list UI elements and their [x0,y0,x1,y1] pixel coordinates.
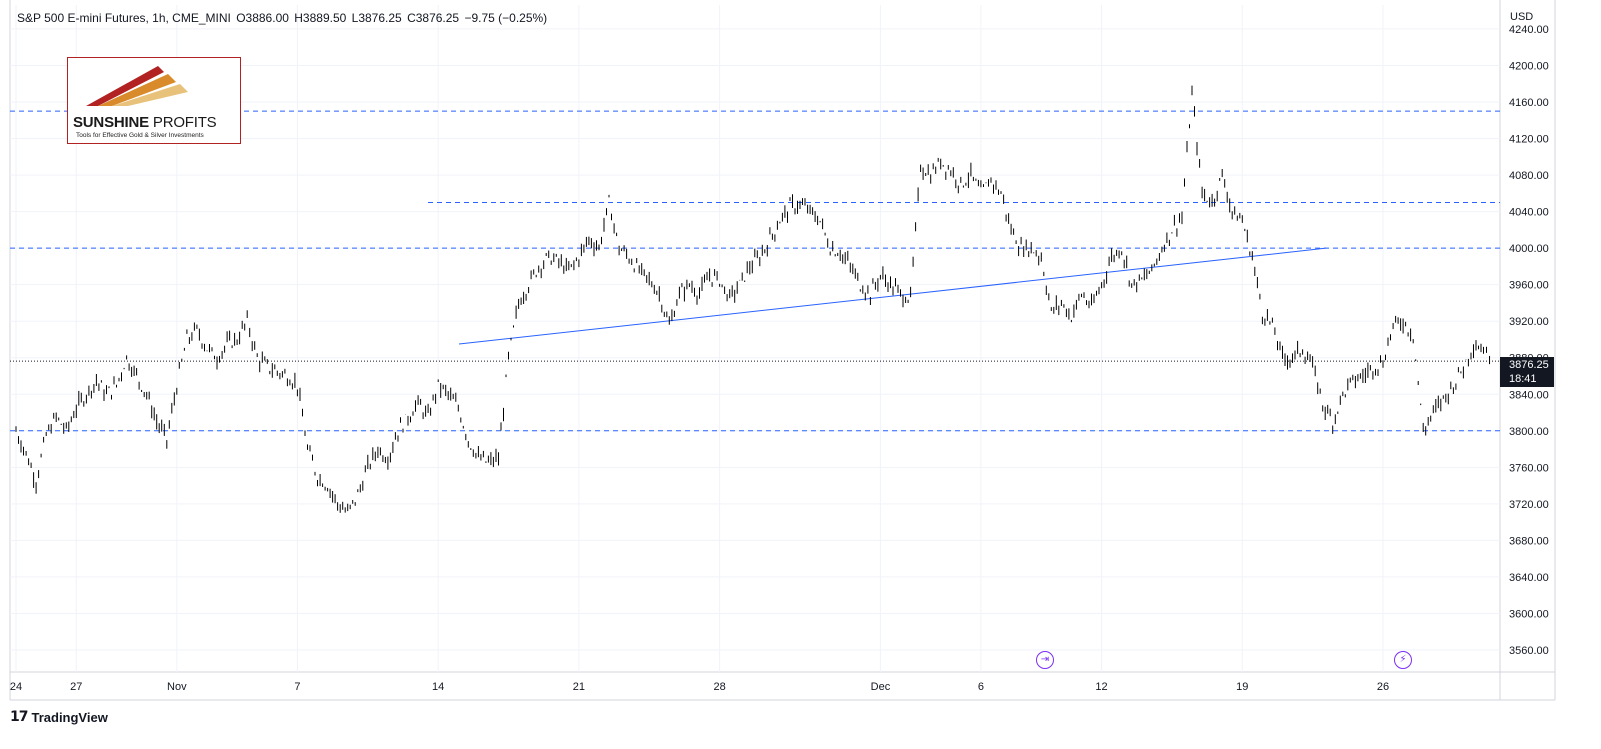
last-price-badge: 3876.25 18:41 [1500,357,1554,387]
price-tick-label: 3560.00 [1509,645,1549,657]
close-value: C3876.25 [407,11,460,25]
symbol-title[interactable]: S&P 500 E-mini Futures, 1h, CME_MINI [17,11,231,25]
price-tick-label: 4240.00 [1509,24,1549,36]
low-value: L3876.25 [351,11,402,25]
price-tick-label: 3760.00 [1509,462,1549,474]
currency-label[interactable]: USD [1510,11,1534,23]
price-tick-label: 3680.00 [1509,535,1549,547]
last-price-value: 3876.25 [1509,359,1549,371]
flash-event-icon[interactable]: ⚡ [1394,651,1412,669]
high-value: H3889.50 [294,11,347,25]
price-tick-label: 3920.00 [1509,316,1549,328]
price-tick-label: 3720.00 [1509,499,1549,511]
price-tick-label: 3840.00 [1509,389,1549,401]
watermark-title: SUNSHINE PROFITS [73,114,217,131]
time-axis: 24 27 Nov 7 14 21 28 Dec 6 12 19 26 [10,681,1389,693]
calendar-event-icon[interactable]: ⇥ [1036,651,1054,669]
price-tick-label: 3640.00 [1509,572,1549,584]
watermark-tagline: Tools for Effective Gold & Silver Invest… [76,132,204,139]
time-tick-label: 19 [1236,681,1248,693]
price-tick-label: 4040.00 [1509,207,1549,219]
price-axis: 4240.00 4200.00 4160.00 4120.00 4080.00 4040.… [1509,24,1549,657]
tradingview-name: TradingView [31,709,108,725]
open-value: O3886.00 [236,11,289,25]
arrow-logo-icon [86,66,188,106]
time-tick-label: 21 [573,681,585,693]
sunshine-profits-watermark: SUNSHINE PROFITS Tools for Effective Gol… [67,57,241,144]
price-tick-label: 3600.00 [1509,608,1549,620]
price-series [15,85,1491,513]
ascending-trendline [458,247,1327,345]
price-tick-label: 4000.00 [1509,243,1549,255]
time-tick-label: 27 [70,681,82,693]
horizontal-levels [10,110,1500,432]
tradingview-logo[interactable]: 17 TradingView [10,709,108,725]
price-tick-label: 4160.00 [1509,97,1549,109]
time-tick-label: 7 [294,681,300,693]
time-tick-label: 14 [432,681,444,693]
time-tick-label: Nov [167,681,187,693]
price-tick-label: 4080.00 [1509,170,1549,182]
bar-countdown: 18:41 [1509,373,1537,385]
time-tick-label: Dec [871,681,891,693]
time-tick-label: 6 [978,681,984,693]
trendline [458,247,1327,345]
price-tick-label: 3960.00 [1509,280,1549,292]
time-tick-label: 12 [1095,681,1107,693]
time-tick-label: 26 [1377,681,1389,693]
tradingview-icon: 17 [10,709,29,725]
price-tick-label: 4200.00 [1509,60,1549,72]
symbol-header: S&P 500 E-mini Futures, 1h, CME_MINI O38… [17,11,549,25]
time-tick-label: 28 [713,681,725,693]
price-tick-label: 4120.00 [1509,134,1549,146]
price-tick-label: 3800.00 [1509,426,1549,438]
time-tick-label: 24 [10,681,22,693]
change-value: −9.75 (−0.25%) [464,11,548,25]
